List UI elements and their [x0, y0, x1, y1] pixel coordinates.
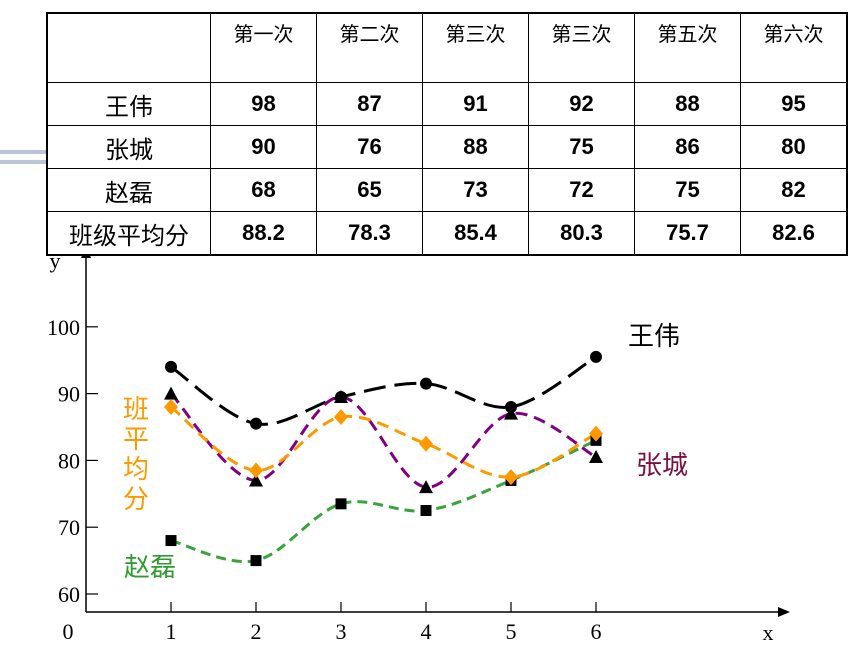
data-point: [334, 389, 348, 403]
series-label-zhaolei: 赵磊: [124, 553, 176, 583]
data-point: [165, 360, 177, 373]
data-point: [249, 462, 263, 479]
x-axis-label: x: [763, 620, 774, 645]
table-header: 第五次: [634, 12, 741, 83]
data-point: [420, 377, 432, 390]
table-cell: 75: [528, 125, 635, 169]
x-tick-label: 2: [251, 619, 262, 644]
table-row: 王伟 98 87 91 92 88 95: [46, 82, 848, 126]
decorative-bars: [0, 150, 80, 170]
table-cell: 98: [210, 82, 317, 126]
table-header-row: 第一次 第二次 第三次 第三次 第五次 第六次: [46, 12, 848, 83]
x-tick-label: 4: [421, 619, 432, 644]
x-tick-label: 3: [336, 619, 347, 644]
data-point: [250, 555, 262, 567]
table-cell: 75: [634, 168, 741, 212]
y-tick-label: 60: [58, 582, 80, 607]
table-cell: 76: [316, 125, 423, 169]
table-cell: 72: [528, 168, 635, 212]
table-header-corner: [46, 12, 211, 83]
table-cell: 88: [634, 82, 741, 126]
table-row-name: 王伟: [46, 82, 211, 126]
data-point: [334, 408, 348, 425]
y-tick-label: 80: [58, 448, 80, 473]
x-tick-label: 6: [591, 619, 602, 644]
data-point: [504, 406, 518, 420]
y-tick-label: 90: [58, 382, 80, 407]
series-label-zhangcheng: 张城: [636, 451, 688, 481]
table-cell: 80: [740, 125, 848, 169]
series-line: [170, 355, 597, 426]
table-row-name: 赵磊: [46, 168, 211, 212]
table-header: 第六次: [740, 12, 848, 83]
x-tick-label: 1: [166, 619, 177, 644]
deco-bar: [0, 150, 80, 154]
table-cell: 80.3: [528, 211, 635, 256]
table-header: 第三次: [422, 12, 529, 83]
table-row-name: 班级平均分: [46, 211, 211, 256]
data-point: [165, 535, 177, 547]
table-row: 张城 90 76 88 75 86 80: [46, 125, 848, 169]
data-point: [420, 505, 432, 516]
table-cell: 88: [422, 125, 529, 169]
table-cell: 90: [210, 125, 317, 169]
table-cell: 82.6: [740, 211, 848, 256]
table-cell: 87: [316, 82, 423, 126]
x-tick-label: 5: [506, 619, 517, 644]
table-header: 第三次: [528, 12, 635, 83]
series-label-class-average: 班平均分: [123, 395, 149, 515]
table-cell: 88.2: [210, 211, 317, 256]
table-cell: 91: [422, 82, 529, 126]
table-cell: 68: [210, 168, 317, 212]
table-cell: 85.4: [422, 211, 529, 256]
data-point: [504, 469, 518, 486]
x-axis-arrow: [778, 607, 790, 617]
table-row-name: 张城: [46, 125, 211, 169]
table-cell: 82: [740, 168, 848, 212]
table-row: 班级平均分 88.2 78.3 85.4 80.3 75.7 82.6: [46, 211, 848, 256]
data-point: [419, 480, 433, 494]
table-cell: 75.7: [634, 211, 741, 256]
table-cell: 65: [316, 168, 423, 212]
table-cell: 92: [528, 82, 635, 126]
deco-bar: [0, 160, 80, 164]
table-cell: 95: [740, 82, 848, 126]
data-point: [590, 350, 602, 363]
y-axis-label: y: [50, 248, 61, 273]
chart-series: [169, 355, 597, 564]
data-point: [589, 425, 603, 442]
table-header: 第一次: [210, 12, 317, 83]
data-point: [335, 498, 347, 510]
chart-markers: [164, 350, 603, 567]
data-point: [589, 450, 603, 464]
table-row: 赵磊 68 65 73 72 75 82: [46, 168, 848, 212]
data-point: [419, 435, 433, 452]
data-point: [249, 473, 263, 487]
score-table: 第一次 第二次 第三次 第三次 第五次 第六次 王伟 98 87 91 92 8…: [46, 12, 848, 256]
series-label-wangwei: 王伟: [628, 322, 680, 352]
origin-label: 0: [63, 619, 74, 644]
y-tick-label: 100: [47, 315, 80, 340]
y-tick-label: 70: [58, 515, 80, 540]
data-point: [164, 386, 178, 400]
table-cell: 73: [422, 168, 529, 212]
data-point: [164, 398, 178, 415]
table-cell: 86: [634, 125, 741, 169]
table-header: 第二次: [316, 12, 423, 83]
series-line: [169, 392, 597, 489]
series-line: [170, 439, 597, 564]
data-point: [250, 417, 262, 430]
table-cell: 78.3: [316, 211, 423, 256]
